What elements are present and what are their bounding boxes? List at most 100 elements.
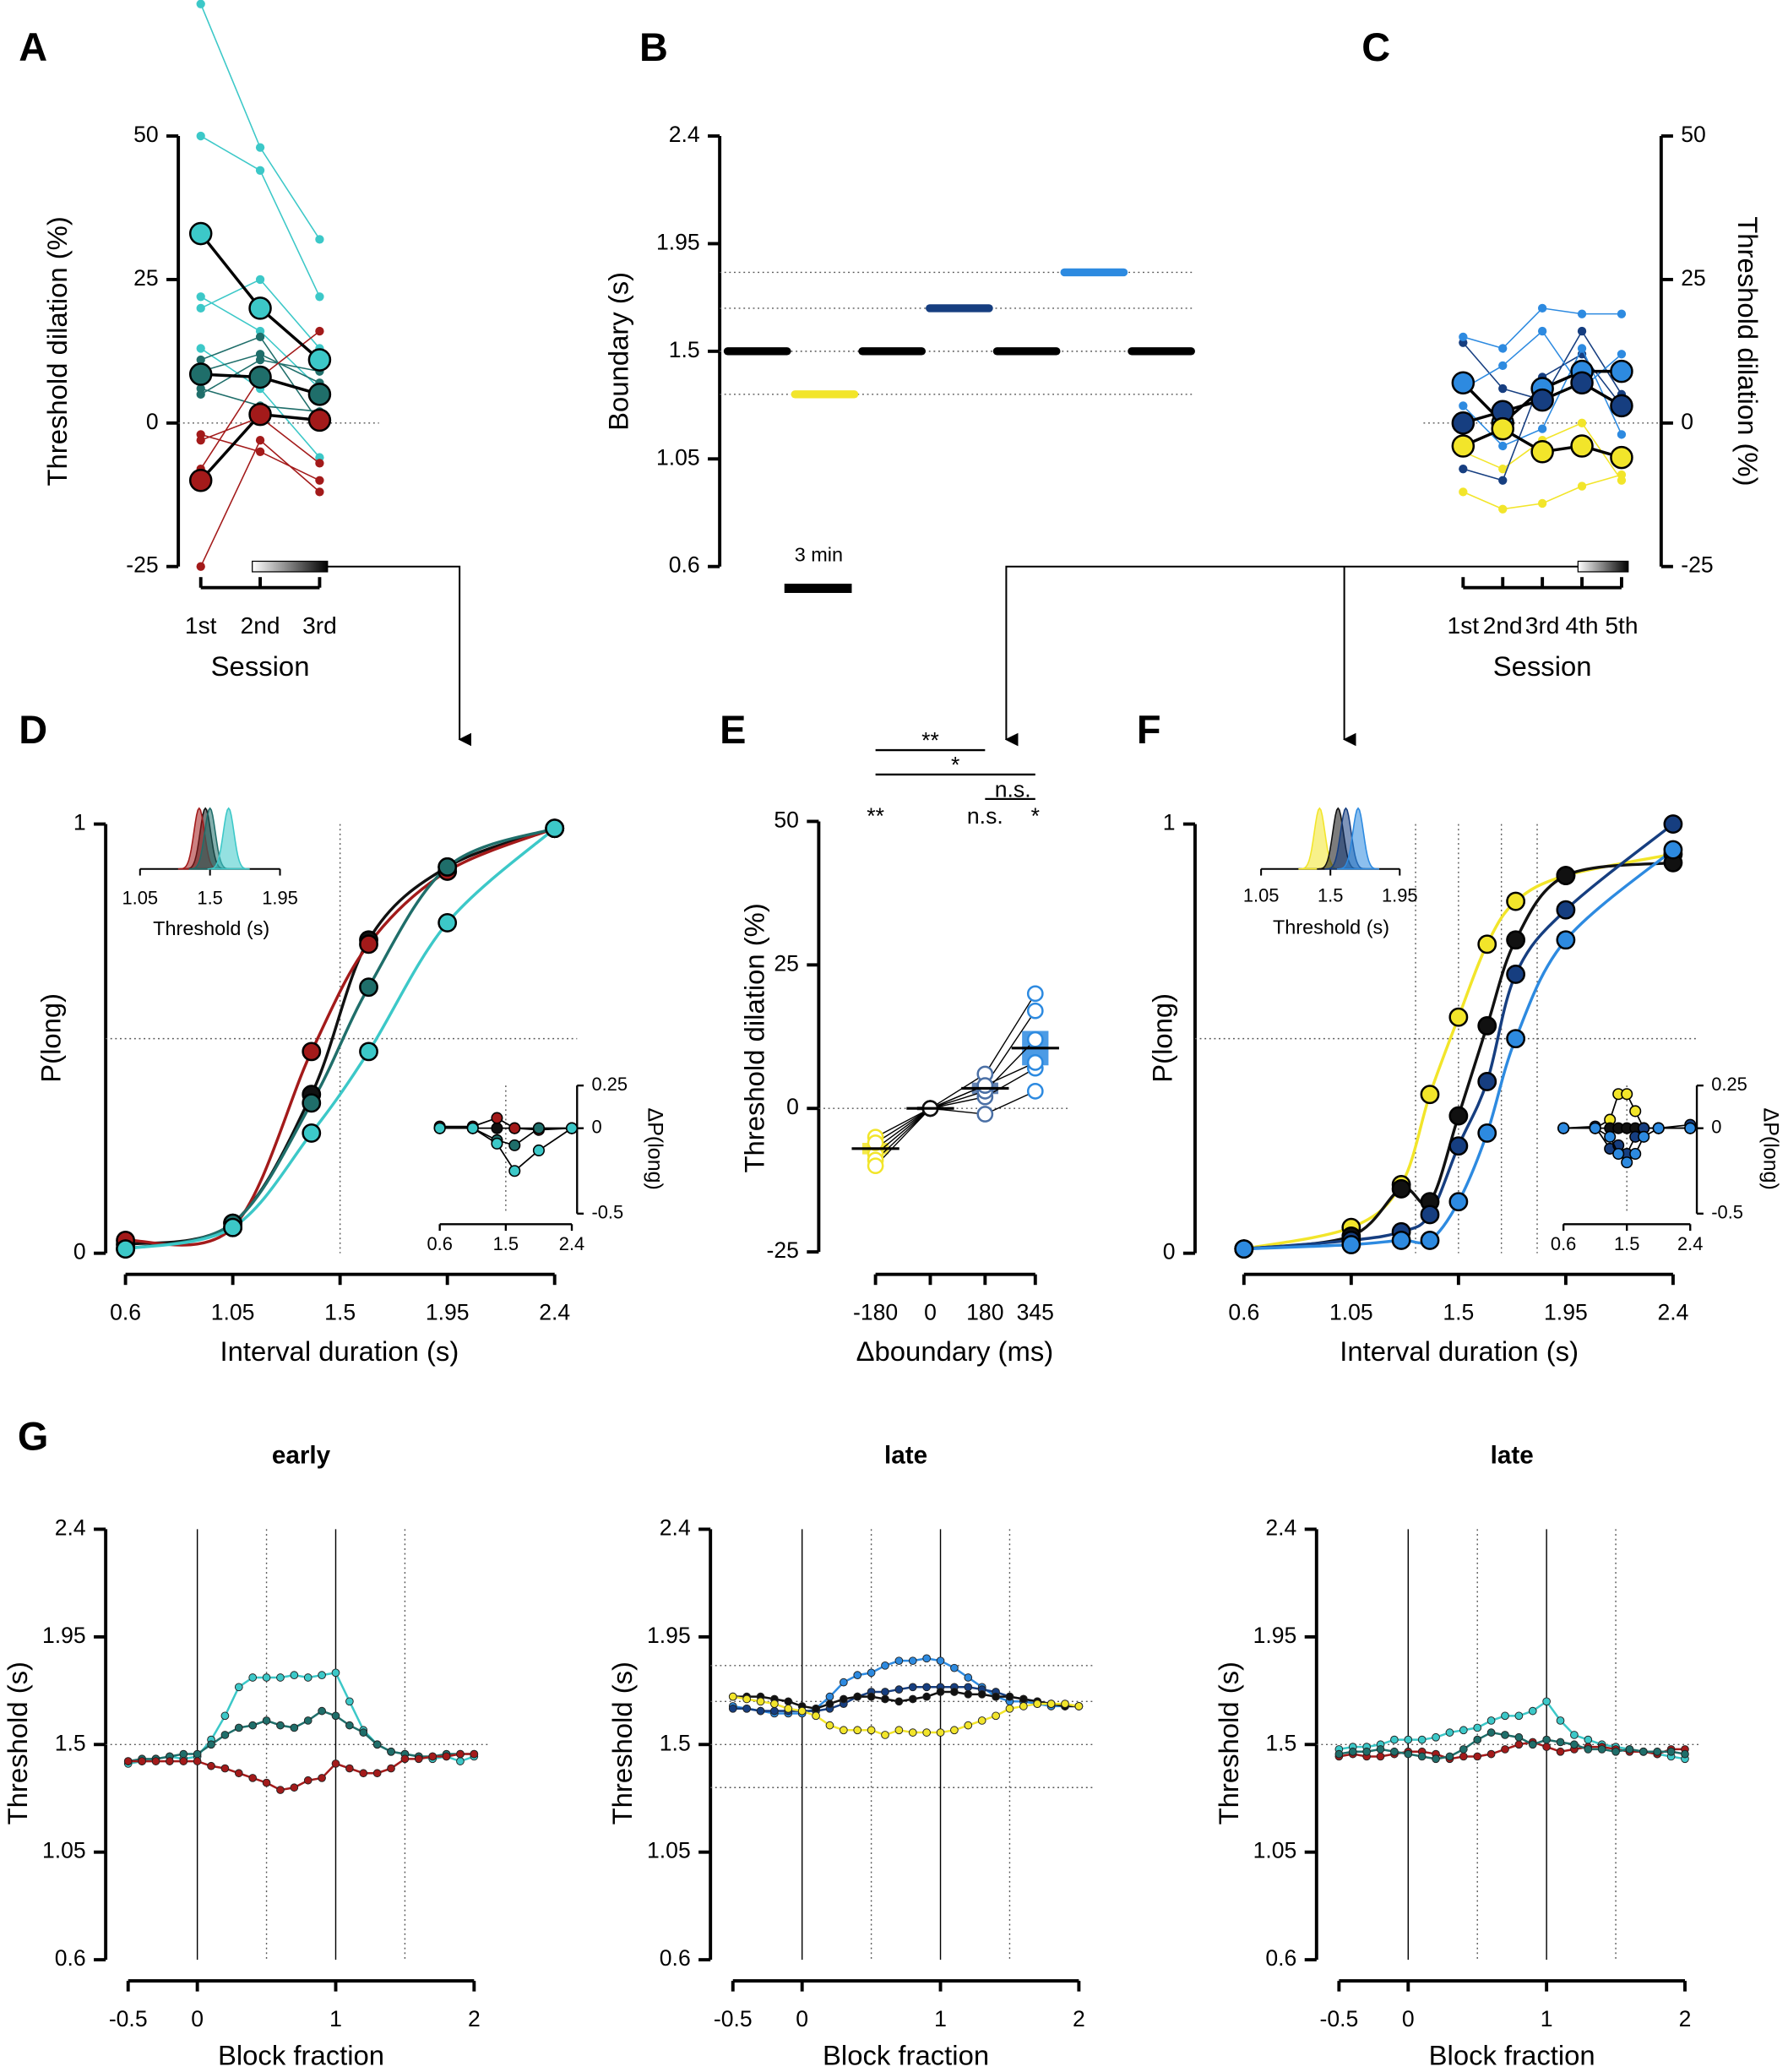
data-point bbox=[188, 221, 213, 246]
significance-label: * bbox=[951, 753, 959, 778]
subject-line bbox=[875, 992, 1036, 1161]
y-tick-label: 0 bbox=[73, 1239, 86, 1264]
data-point bbox=[1556, 900, 1576, 920]
data-point bbox=[1570, 434, 1594, 458]
x-tick-label: 1.95 bbox=[426, 1300, 470, 1325]
data-point bbox=[1448, 1136, 1469, 1156]
data-point bbox=[193, 1757, 202, 1765]
x-tick-label: 3rd bbox=[1525, 612, 1560, 639]
subject-point bbox=[1617, 350, 1627, 359]
data-point bbox=[784, 1697, 793, 1706]
data-point bbox=[262, 1716, 271, 1725]
subject-point bbox=[255, 166, 265, 175]
data-point bbox=[1390, 1747, 1399, 1756]
subject-point bbox=[1026, 1031, 1044, 1048]
delta-point bbox=[1612, 1147, 1625, 1161]
data-point bbox=[387, 1764, 395, 1773]
data-point bbox=[248, 1721, 258, 1730]
data-point bbox=[302, 1093, 322, 1113]
data-point bbox=[1610, 445, 1633, 470]
x-tick-label: 1.5 bbox=[197, 887, 222, 908]
panel-letter: B bbox=[639, 25, 668, 69]
x-axis-label: Block fraction bbox=[218, 2039, 384, 2070]
y-tick-label: -25 bbox=[1681, 552, 1713, 578]
data-point bbox=[756, 1697, 765, 1706]
x-tick-label: 4th bbox=[1565, 612, 1598, 639]
subject-point bbox=[1577, 481, 1587, 491]
data-point bbox=[1448, 1106, 1469, 1126]
threshold-distribution bbox=[207, 807, 250, 870]
data-point bbox=[867, 1668, 876, 1678]
subject-point bbox=[315, 292, 324, 302]
data-point bbox=[234, 1683, 243, 1692]
inset-y-label: ΔP(long) bbox=[1758, 1108, 1782, 1190]
panel-letter: D bbox=[19, 708, 47, 752]
data-point bbox=[1663, 814, 1683, 834]
data-point bbox=[166, 1757, 174, 1765]
data-point bbox=[1514, 1740, 1524, 1749]
data-point bbox=[303, 1776, 312, 1785]
subject-point bbox=[255, 436, 265, 445]
data-point bbox=[1528, 1706, 1537, 1716]
y-tick-label: 0.6 bbox=[660, 1945, 691, 1971]
data-point bbox=[922, 1692, 931, 1701]
panel-letter: F bbox=[1137, 708, 1161, 752]
data-point bbox=[1451, 411, 1476, 435]
delta-point bbox=[491, 1122, 503, 1134]
boundary-block bbox=[1128, 347, 1195, 356]
x-tick-label: 1.5 bbox=[493, 1233, 519, 1254]
data-point bbox=[742, 1704, 751, 1713]
y-tick-label: 1.95 bbox=[1253, 1623, 1297, 1648]
x-tick-label: 0.6 bbox=[427, 1233, 452, 1254]
x-tick-label: -0.5 bbox=[109, 2006, 148, 2031]
data-point bbox=[1445, 1728, 1454, 1737]
delta-point bbox=[508, 1139, 521, 1151]
data-point bbox=[1420, 1231, 1440, 1250]
y-tick-label: 50 bbox=[1681, 122, 1706, 147]
y-tick-label: 1.95 bbox=[647, 1623, 691, 1648]
data-point bbox=[437, 913, 458, 933]
y-tick-label: 1.05 bbox=[1253, 1838, 1297, 1863]
subject-line bbox=[875, 1039, 1036, 1150]
subject-point bbox=[255, 332, 265, 342]
group-label: ** bbox=[867, 803, 884, 829]
data-point bbox=[1530, 388, 1554, 412]
data-point bbox=[1376, 1752, 1385, 1761]
x-tick-label: 5th bbox=[1605, 612, 1638, 639]
y-tick-label: 0 bbox=[786, 1094, 799, 1119]
x-tick-label: 0.6 bbox=[1228, 1300, 1259, 1325]
x-tick-label: 1.05 bbox=[122, 887, 159, 908]
data-point bbox=[908, 1683, 917, 1692]
y-tick-label: 0.6 bbox=[669, 552, 700, 578]
subject-point bbox=[1577, 418, 1587, 427]
subject-point bbox=[196, 355, 205, 365]
delta-point bbox=[532, 1144, 545, 1157]
x-tick-label: 1.5 bbox=[324, 1300, 356, 1325]
data-point bbox=[223, 1217, 243, 1237]
x-axis-label: Interval duration (s) bbox=[1340, 1335, 1579, 1367]
data-point bbox=[331, 1759, 340, 1768]
data-point bbox=[839, 1694, 848, 1704]
data-point bbox=[1445, 1752, 1454, 1761]
y-tick-label: 50 bbox=[133, 122, 159, 147]
y-axis-label: Threshold dilation (%) bbox=[41, 216, 73, 486]
data-point bbox=[742, 1694, 751, 1704]
data-point bbox=[1420, 1085, 1440, 1105]
data-point bbox=[1432, 1754, 1440, 1764]
x-tick-label: 2 bbox=[1679, 2006, 1692, 2031]
data-point bbox=[950, 1663, 959, 1672]
y-tick-label: 2.4 bbox=[669, 122, 700, 147]
x-axis-label: Interval duration (s) bbox=[220, 1335, 459, 1367]
data-point bbox=[825, 1721, 834, 1730]
subject-point bbox=[255, 275, 265, 285]
x-tick-label: 1st bbox=[185, 612, 217, 639]
subject-point bbox=[1617, 476, 1627, 485]
data-point bbox=[248, 1673, 258, 1682]
data-point bbox=[1432, 1732, 1440, 1742]
x-tick-label: 0 bbox=[1402, 2006, 1415, 2031]
data-point bbox=[1448, 1007, 1469, 1027]
series-line bbox=[1243, 823, 1674, 1251]
delta-point bbox=[1684, 1122, 1697, 1134]
data-point bbox=[1459, 1726, 1468, 1735]
